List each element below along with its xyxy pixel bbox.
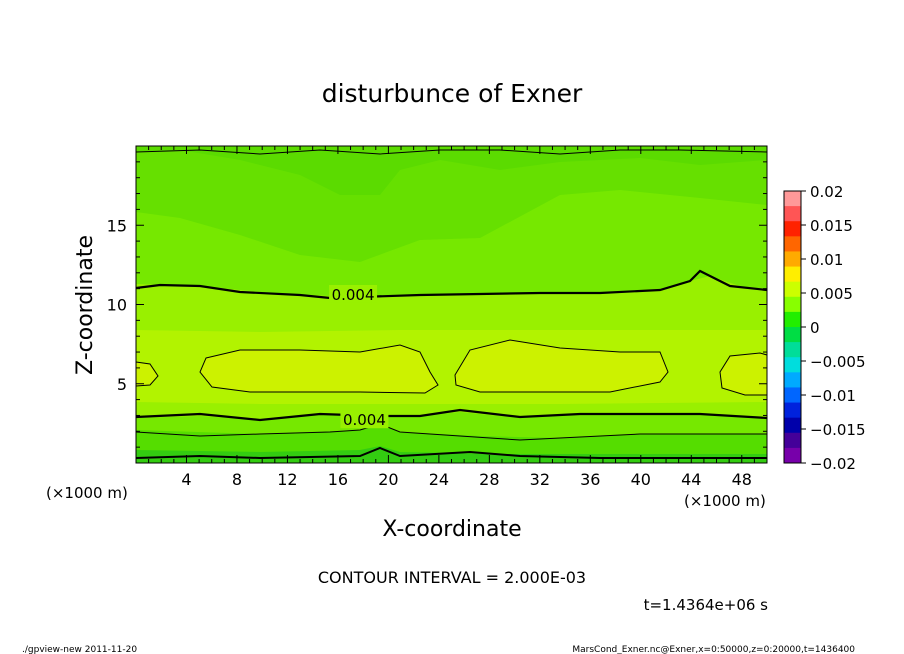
x-tick-label: 16 — [328, 470, 348, 489]
x-tick-label: 44 — [681, 470, 701, 489]
contour-line-0.002 — [136, 423, 767, 441]
contour-line-0 — [136, 446, 767, 460]
colorbar-swatch — [784, 372, 801, 388]
footer-right: MarsCond_Exner.nc@Exner,x=0:50000,z=0:20… — [572, 645, 855, 654]
colorbar-swatch — [784, 221, 801, 237]
colorbar-swatch — [784, 296, 801, 313]
colorbar-swatch — [784, 236, 801, 252]
colorbar-swatch — [784, 191, 801, 207]
colorbar-tick-label: 0.02 — [810, 183, 843, 201]
x-axis: 4 8 12 16 20 24 28 32 36 40 44 48 — [148, 146, 755, 489]
footer-left: ./gpview-new 2011-11-20 — [22, 645, 137, 654]
colorbar-tick-label: 0.005 — [810, 285, 853, 303]
y-tick-label: 15 — [107, 216, 127, 235]
colorbar-tick-label: 0.01 — [810, 251, 843, 269]
x-tick-label: 48 — [732, 470, 752, 489]
contour-label-bg — [340, 410, 389, 429]
x-tick-label: 36 — [580, 470, 600, 489]
colorbar-swatch — [784, 251, 801, 268]
colorbar-swatch — [784, 402, 801, 419]
colorbar-tick-label: −0.005 — [810, 353, 866, 371]
contour-label-bg — [329, 284, 378, 303]
x-unit-label-right: (×1000 m) — [684, 492, 766, 510]
contour-label: 0.004 — [343, 411, 386, 429]
colorbar-tick-label: −0.02 — [810, 455, 856, 473]
colorbar-tick-label: 0.015 — [810, 217, 853, 235]
fill-top-region — [136, 146, 767, 195]
colorbar-swatch — [784, 432, 801, 449]
contour-blob-0.006-c — [719, 352, 767, 396]
x-tick-label: 24 — [429, 470, 449, 489]
contour-blob-0.006-b — [454, 339, 669, 393]
contour-line-0.004-upper — [136, 269, 767, 300]
x-axis-title: X-coordinate — [382, 517, 521, 542]
colorbar-swatch — [784, 357, 801, 373]
colorbar-swatch — [784, 417, 801, 434]
x-tick-label: 32 — [530, 470, 550, 489]
chart-title: disturbunce of Exner — [322, 79, 583, 108]
y-tick-label: 5 — [117, 375, 127, 394]
x-unit-label-left: (×1000 m) — [46, 484, 128, 502]
colorbar-swatch — [784, 281, 801, 298]
contour-line-0.004-lower — [136, 408, 767, 422]
colorbar-swatch — [784, 311, 801, 328]
colorbar-tick-label: −0.015 — [810, 421, 866, 439]
y-tick-label: 10 — [107, 296, 127, 315]
contour-label: 0.004 — [332, 286, 375, 304]
colorbar: 0.02 0.015 0.01 0.005 0 −0.005 −0.01 −0.015 −0.0… — [783, 183, 866, 473]
x-tick-label: 40 — [631, 470, 651, 489]
colorbar-swatch — [784, 327, 801, 343]
time-text: t=1.4364e+06 s — [644, 596, 769, 614]
x-tick-label: 8 — [232, 470, 242, 489]
colorbar-tick-label: 0 — [810, 319, 820, 337]
colorbar-swatch — [784, 447, 801, 464]
contour-labels: 0.004 0.004 — [329, 284, 389, 429]
fill-upper-region — [136, 146, 767, 262]
x-tick-label: 12 — [277, 470, 297, 489]
colorbar-tick-label: −0.01 — [810, 387, 856, 405]
plot-area — [136, 146, 767, 463]
x-tick-label: 20 — [378, 470, 398, 489]
contour-line-top — [136, 149, 767, 155]
y-axis-title: Z-coordinate — [73, 235, 98, 375]
x-tick-label: 4 — [181, 470, 191, 489]
colorbar-swatch — [784, 387, 801, 404]
x-tick-label: 28 — [479, 470, 499, 489]
colorbar-swatch — [784, 206, 801, 222]
colorbar-swatch — [784, 342, 801, 358]
contour-blob-0.006-a — [199, 344, 439, 394]
contour-interval-text: CONTOUR INTERVAL = 2.000E-03 — [318, 568, 586, 587]
y-axis: 5 10 15 — [107, 161, 767, 448]
colorbar-swatch — [784, 266, 801, 283]
contour-blob-0.006-d — [136, 361, 159, 387]
